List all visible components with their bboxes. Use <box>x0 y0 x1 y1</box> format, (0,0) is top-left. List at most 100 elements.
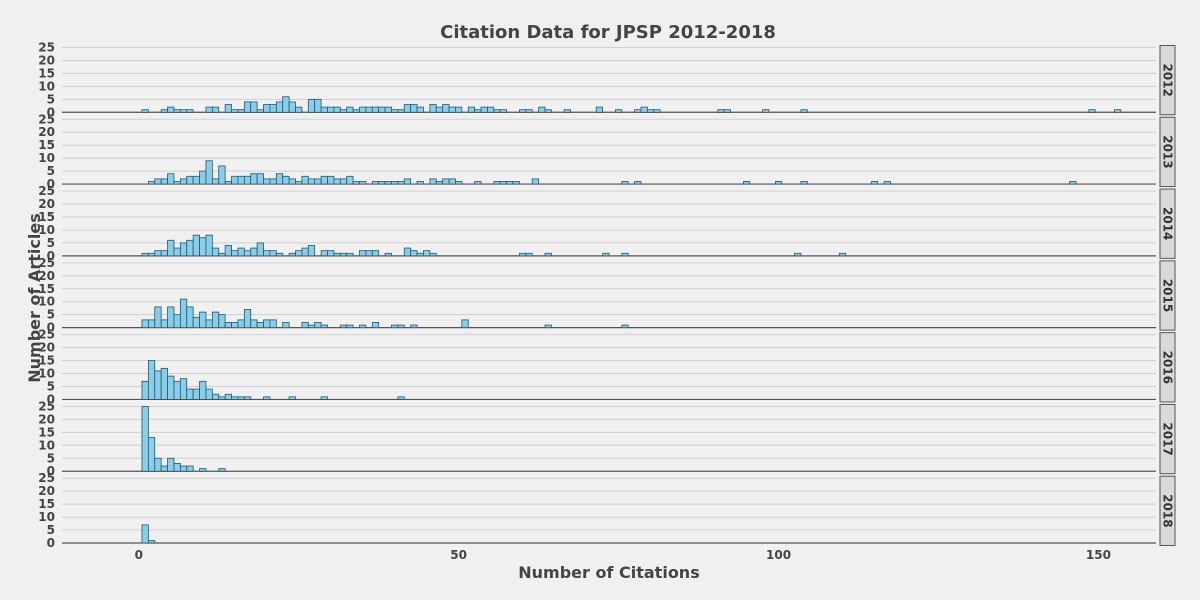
histogram-bar <box>544 109 552 113</box>
histogram-bar <box>442 104 450 113</box>
histogram-bar <box>1114 109 1122 113</box>
facet-strip <box>1159 45 1176 116</box>
histogram-bar <box>173 247 181 257</box>
histogram-bar <box>365 106 373 113</box>
panels-group: 0510152025201205101520252013051015202520… <box>38 41 1176 550</box>
histogram-bar <box>269 319 277 329</box>
histogram-bar <box>563 109 572 113</box>
facet-strip-label: 2018 <box>1161 494 1175 527</box>
histogram-bar <box>314 178 322 185</box>
histogram-bar <box>448 106 456 113</box>
y-tick-label: 15 <box>38 354 55 368</box>
y-tick-label: 25 <box>38 112 55 126</box>
histogram-bar <box>173 314 181 329</box>
histogram-bar <box>762 109 770 113</box>
histogram-bar <box>224 245 232 257</box>
histogram-bar <box>359 106 367 113</box>
histogram-bar <box>800 109 808 113</box>
facet-strip <box>1159 403 1176 475</box>
histogram-bar <box>614 109 623 113</box>
histogram-bar <box>256 109 264 113</box>
histogram-bar <box>218 314 226 329</box>
histogram-bar <box>493 181 501 185</box>
y-tick-label: 0 <box>47 464 55 478</box>
histogram-bar <box>333 106 341 113</box>
histogram-bar <box>275 252 284 257</box>
histogram-bar <box>179 298 188 329</box>
histogram-bar <box>653 109 661 113</box>
y-tick-label: 5 <box>47 92 55 106</box>
histogram-bar <box>634 109 642 113</box>
histogram-bar <box>487 106 495 113</box>
chart-title: Citation Data for JPSP 2012-2018 <box>440 22 776 43</box>
histogram-bar <box>346 175 354 185</box>
histogram-bar <box>192 234 200 257</box>
histogram-bar <box>320 324 328 329</box>
histogram-bar <box>231 175 239 185</box>
histogram-bar <box>147 319 156 329</box>
histogram-bar <box>186 306 194 329</box>
x-tick-label: 0 <box>135 548 143 562</box>
histogram-bar <box>359 324 367 329</box>
histogram-bar <box>397 396 405 400</box>
histogram-bar <box>160 109 168 113</box>
histogram-bar <box>192 388 200 400</box>
histogram-bar <box>397 181 405 185</box>
histogram-bar <box>141 319 149 329</box>
histogram-bar <box>519 252 527 257</box>
histogram-bar <box>416 252 424 257</box>
histogram-bar <box>621 181 629 185</box>
histogram-bar <box>179 378 188 400</box>
histogram-bar <box>391 181 399 185</box>
histogram-bar <box>141 380 149 400</box>
histogram-bar <box>384 252 392 257</box>
histogram-bar <box>429 252 437 257</box>
histogram-bar <box>512 181 520 185</box>
histogram-bar <box>346 106 354 113</box>
x-tick-label: 150 <box>1086 548 1111 562</box>
y-tick-label: 20 <box>38 269 55 283</box>
facet-strip <box>1159 116 1176 188</box>
histogram-bar <box>339 109 348 113</box>
histogram-bar <box>320 106 328 113</box>
y-tick-label: 20 <box>38 341 55 355</box>
histogram-bar <box>794 252 802 257</box>
histogram-bar <box>346 324 354 329</box>
y-tick-label: 0 <box>47 249 55 263</box>
histogram-bar <box>275 173 284 185</box>
y-tick-label: 20 <box>38 197 55 211</box>
histogram-bar <box>307 324 316 329</box>
histogram-bar <box>525 252 533 257</box>
histogram-bar <box>243 309 252 329</box>
histogram-bar <box>154 178 162 185</box>
histogram-bar <box>544 252 552 257</box>
histogram-bar <box>186 109 194 113</box>
histogram-bar <box>410 324 418 329</box>
histogram-bar <box>275 101 284 113</box>
histogram-bar <box>474 181 482 185</box>
histogram-bar <box>723 109 731 113</box>
histogram-bar <box>314 322 322 329</box>
histogram-bar <box>288 396 296 400</box>
histogram-bar <box>640 106 648 113</box>
histogram-bar <box>186 465 194 472</box>
histogram-bar <box>352 109 360 113</box>
histogram-bar <box>205 160 213 185</box>
facet-strip <box>1159 332 1176 403</box>
y-tick-label: 25 <box>38 184 55 198</box>
histogram-bar <box>378 181 386 185</box>
histogram-bar <box>384 181 392 185</box>
histogram-bar <box>448 178 456 185</box>
y-tick-label: 25 <box>38 399 55 413</box>
histogram-bar <box>243 175 252 185</box>
histogram-bar <box>147 252 156 257</box>
y-tick-label: 15 <box>38 66 55 80</box>
histogram-bar <box>416 181 424 185</box>
y-tick-label: 5 <box>47 236 55 250</box>
histogram-bar <box>250 319 258 329</box>
histogram-bar <box>621 324 629 329</box>
histogram-bar <box>800 181 808 185</box>
histogram-bar <box>192 316 200 329</box>
